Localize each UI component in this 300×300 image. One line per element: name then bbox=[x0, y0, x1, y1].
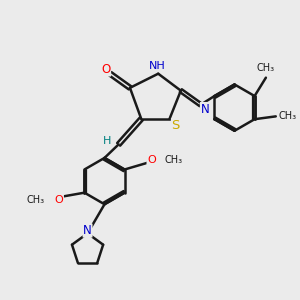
Text: O: O bbox=[147, 154, 156, 165]
Text: S: S bbox=[172, 118, 180, 132]
Text: CH₃: CH₃ bbox=[279, 111, 297, 122]
Text: O: O bbox=[101, 63, 111, 76]
Text: O: O bbox=[55, 195, 63, 205]
Text: N: N bbox=[83, 224, 92, 237]
Text: CH₃: CH₃ bbox=[257, 63, 275, 73]
Text: H: H bbox=[103, 136, 111, 146]
Text: NH: NH bbox=[148, 61, 165, 71]
Text: CH₃: CH₃ bbox=[164, 154, 182, 165]
Text: CH₃: CH₃ bbox=[27, 195, 45, 205]
Text: N: N bbox=[200, 103, 209, 116]
